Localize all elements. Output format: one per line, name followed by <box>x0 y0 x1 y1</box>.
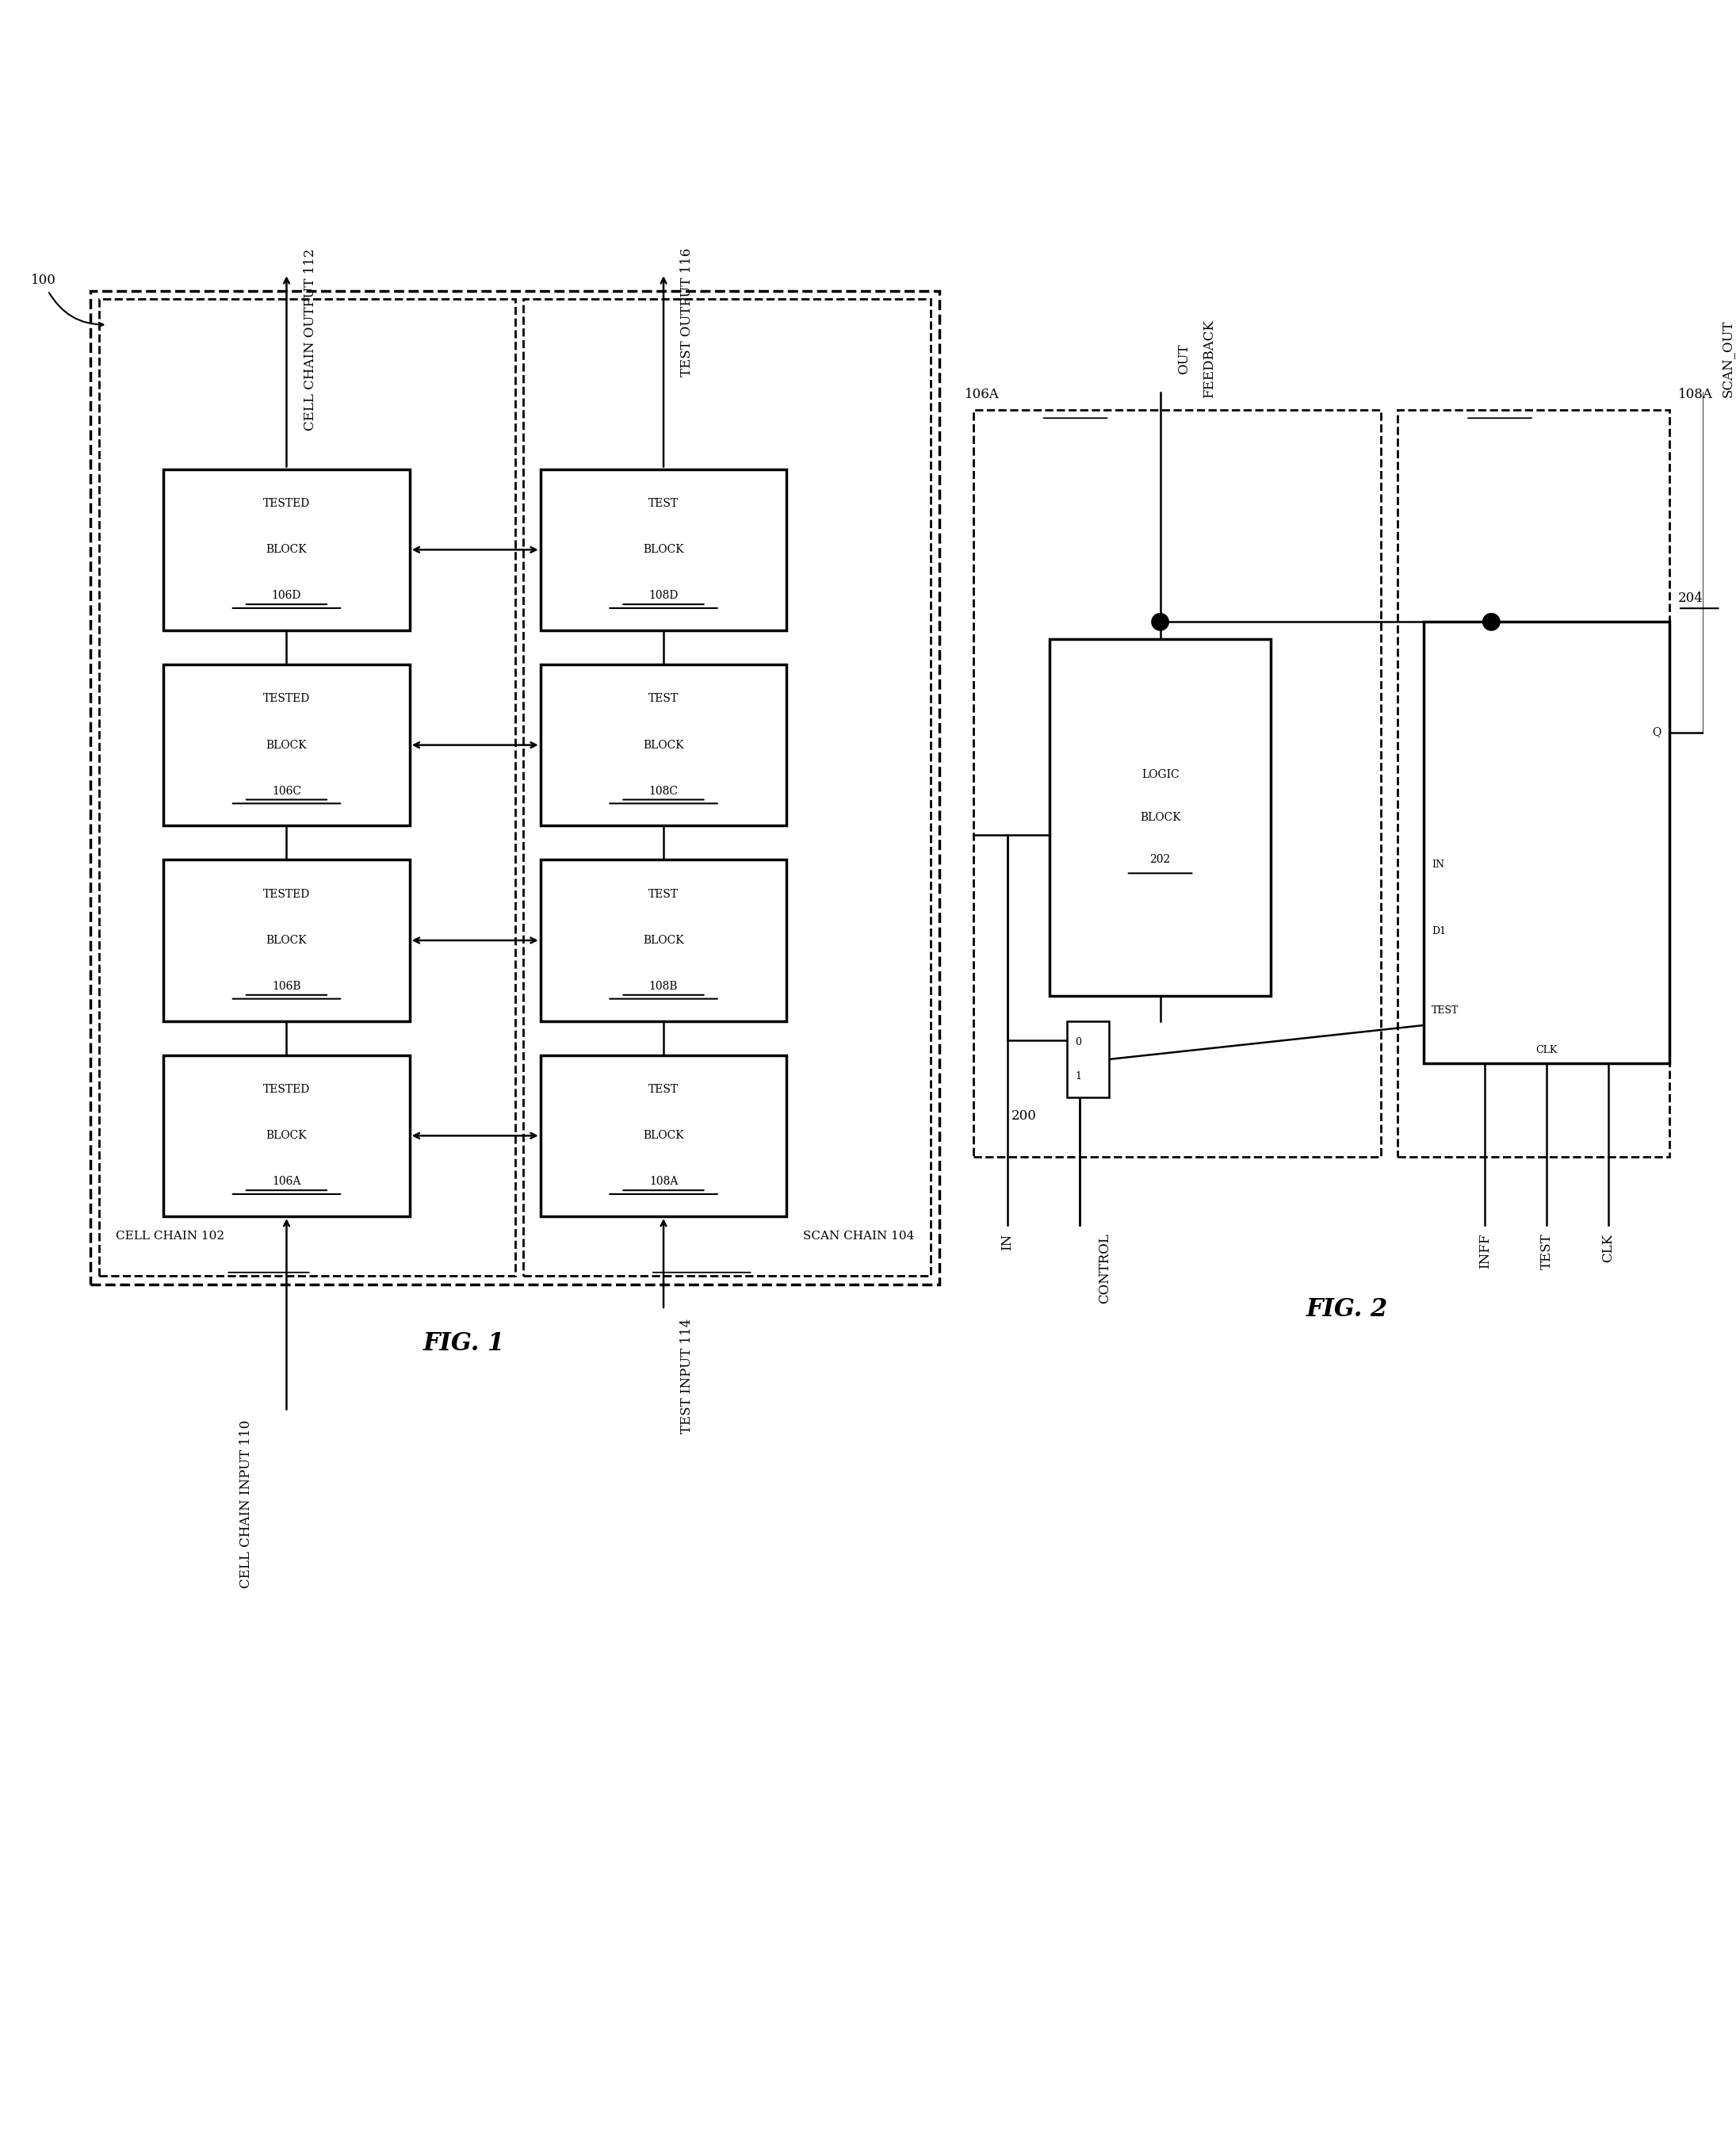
Text: TEST INPUT 114: TEST INPUT 114 <box>681 1319 694 1434</box>
Text: 108B: 108B <box>649 982 679 993</box>
Text: TEST: TEST <box>648 890 679 900</box>
Circle shape <box>1151 613 1168 630</box>
FancyBboxPatch shape <box>540 470 786 630</box>
Text: FIG. 2: FIG. 2 <box>1305 1297 1387 1323</box>
Text: IN: IN <box>1000 1233 1014 1250</box>
Text: 200: 200 <box>1012 1108 1036 1123</box>
FancyBboxPatch shape <box>540 1055 786 1216</box>
Text: CLK: CLK <box>1601 1233 1614 1263</box>
Text: D1: D1 <box>1432 926 1446 937</box>
Text: TEST: TEST <box>1540 1233 1554 1269</box>
Text: 106B: 106B <box>273 982 300 993</box>
FancyBboxPatch shape <box>540 860 786 1021</box>
Text: 0: 0 <box>1075 1038 1082 1048</box>
Text: TEST: TEST <box>1432 1006 1460 1016</box>
Text: CONTROL: CONTROL <box>1099 1233 1111 1304</box>
Text: BLOCK: BLOCK <box>266 1130 307 1141</box>
Text: 106D: 106D <box>273 590 302 600</box>
Text: 204: 204 <box>1679 592 1703 605</box>
Text: 106A: 106A <box>965 388 1000 401</box>
Text: 108C: 108C <box>649 785 679 798</box>
Text: BLOCK: BLOCK <box>266 545 307 555</box>
Text: 106A: 106A <box>273 1177 300 1188</box>
FancyBboxPatch shape <box>163 665 410 825</box>
Text: Q: Q <box>1653 727 1661 738</box>
Text: BLOCK: BLOCK <box>642 545 684 555</box>
Text: 1: 1 <box>1075 1070 1082 1081</box>
Text: 108A: 108A <box>649 1177 679 1188</box>
Text: 106C: 106C <box>273 785 302 798</box>
Text: TESTED: TESTED <box>264 693 311 705</box>
FancyBboxPatch shape <box>163 860 410 1021</box>
Text: TEST: TEST <box>648 693 679 705</box>
Text: FIG. 1: FIG. 1 <box>424 1331 505 1355</box>
Text: SCAN_OUT: SCAN_OUT <box>1720 319 1734 397</box>
Text: 202: 202 <box>1149 853 1170 866</box>
FancyBboxPatch shape <box>163 470 410 630</box>
Text: 100: 100 <box>31 274 56 287</box>
Text: CELL CHAIN INPUT 110: CELL CHAIN INPUT 110 <box>240 1419 252 1589</box>
Text: TEST OUTPUT 116: TEST OUTPUT 116 <box>681 249 694 377</box>
Text: BLOCK: BLOCK <box>642 740 684 750</box>
Text: BLOCK: BLOCK <box>642 1130 684 1141</box>
FancyBboxPatch shape <box>1424 622 1670 1063</box>
Text: FEEDBACK: FEEDBACK <box>1203 319 1217 399</box>
Text: TEST: TEST <box>648 497 679 508</box>
Text: OUT: OUT <box>1177 343 1191 373</box>
Text: IN: IN <box>1432 860 1444 870</box>
Text: CLK: CLK <box>1536 1044 1557 1055</box>
Text: BLOCK: BLOCK <box>642 935 684 946</box>
Text: BLOCK: BLOCK <box>1141 813 1180 823</box>
FancyBboxPatch shape <box>1068 1021 1109 1098</box>
Text: TESTED: TESTED <box>264 1085 311 1096</box>
Text: TESTED: TESTED <box>264 890 311 900</box>
Text: 108A: 108A <box>1679 388 1713 401</box>
Text: BLOCK: BLOCK <box>266 935 307 946</box>
Text: CELL CHAIN OUTPUT 112: CELL CHAIN OUTPUT 112 <box>304 249 318 431</box>
Text: SCAN CHAIN 104: SCAN CHAIN 104 <box>802 1231 913 1241</box>
Circle shape <box>1483 613 1500 630</box>
Text: BLOCK: BLOCK <box>266 740 307 750</box>
FancyBboxPatch shape <box>163 1055 410 1216</box>
Text: CELL CHAIN 102: CELL CHAIN 102 <box>116 1231 224 1241</box>
Text: TESTED: TESTED <box>264 497 311 508</box>
Text: 108D: 108D <box>649 590 679 600</box>
Text: LOGIC: LOGIC <box>1141 770 1179 780</box>
Text: INFF: INFF <box>1477 1233 1491 1269</box>
FancyBboxPatch shape <box>540 665 786 825</box>
Text: TEST: TEST <box>648 1085 679 1096</box>
FancyBboxPatch shape <box>1050 639 1271 995</box>
